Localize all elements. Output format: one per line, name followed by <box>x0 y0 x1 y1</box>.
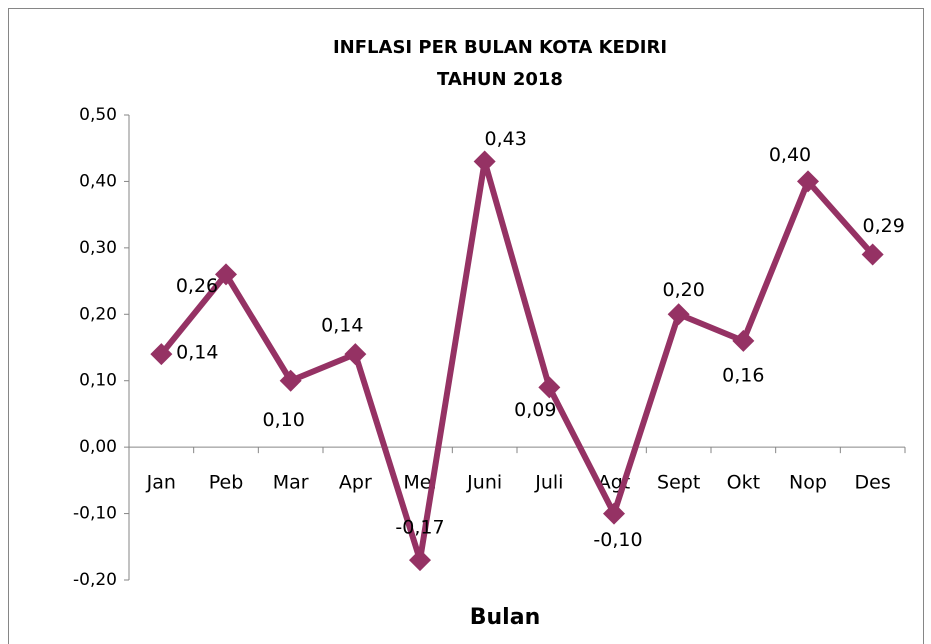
y-tick-label: -0,10 <box>73 504 117 524</box>
y-tick-label: 0,10 <box>79 371 117 391</box>
x-tick-label: Nop <box>789 472 827 494</box>
data-label: 0,26 <box>176 275 218 297</box>
series-line <box>159 158 875 564</box>
data-label: 0,14 <box>321 315 363 337</box>
data-label: -0,17 <box>395 517 444 539</box>
x-tick-label: Jan <box>146 472 176 494</box>
data-label: 0,29 <box>863 215 905 237</box>
x-tick-label: Juli <box>534 472 563 494</box>
x-tick-label: Des <box>855 472 891 494</box>
x-tick-label: Sept <box>657 472 700 494</box>
marker <box>538 376 561 399</box>
x-tick-label: Okt <box>727 472 760 494</box>
x-tick-label: Apr <box>339 472 372 494</box>
chart-title: INFLASI PER BULAN KOTA KEDIRI <box>333 37 667 58</box>
data-label: 0,10 <box>263 409 305 431</box>
marker <box>667 303 690 326</box>
y-tick-label: 0,50 <box>79 105 117 125</box>
chart-subtitle: TAHUN 2018 <box>437 69 563 90</box>
marker <box>409 549 431 572</box>
x-tick-label: Mar <box>273 472 309 494</box>
data-label: 0,40 <box>769 144 811 166</box>
marker <box>732 329 755 352</box>
y-tick-label: 0,40 <box>79 171 117 191</box>
data-label: -0,10 <box>593 529 642 551</box>
marker <box>279 369 302 392</box>
y-tick-label: 0,00 <box>79 437 117 457</box>
marker <box>861 243 884 266</box>
marker <box>215 263 237 286</box>
x-tick-label: Peb <box>209 472 244 494</box>
chart-border <box>8 8 924 644</box>
marker <box>344 343 367 366</box>
marker <box>473 150 496 173</box>
x-tick-label: Mei <box>403 472 436 494</box>
x-axis-title: Bulan <box>470 605 540 630</box>
data-label: 0,16 <box>722 364 764 386</box>
marker <box>150 343 173 366</box>
data-label: 0,09 <box>514 399 556 421</box>
x-tick-label: Juni <box>466 472 502 494</box>
data-label: 0,14 <box>176 342 218 364</box>
marker <box>603 502 625 525</box>
y-tick-label: -0,20 <box>73 570 117 590</box>
marker <box>797 170 819 193</box>
data-label: 0,43 <box>485 128 527 150</box>
data-label: 0,20 <box>663 279 705 301</box>
y-tick-label: 0,30 <box>79 238 117 258</box>
y-tick-label: 0,20 <box>79 304 117 324</box>
